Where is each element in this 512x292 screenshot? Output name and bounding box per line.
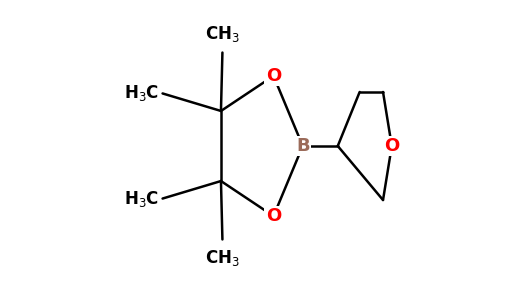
Text: H$_3$C: H$_3$C	[124, 189, 160, 208]
Text: CH$_3$: CH$_3$	[205, 248, 240, 268]
Text: H$_3$C: H$_3$C	[124, 84, 160, 103]
Text: O: O	[384, 137, 399, 155]
Text: O: O	[266, 207, 281, 225]
Text: B: B	[296, 137, 310, 155]
Text: O: O	[266, 67, 281, 85]
Text: CH$_3$: CH$_3$	[205, 24, 240, 44]
